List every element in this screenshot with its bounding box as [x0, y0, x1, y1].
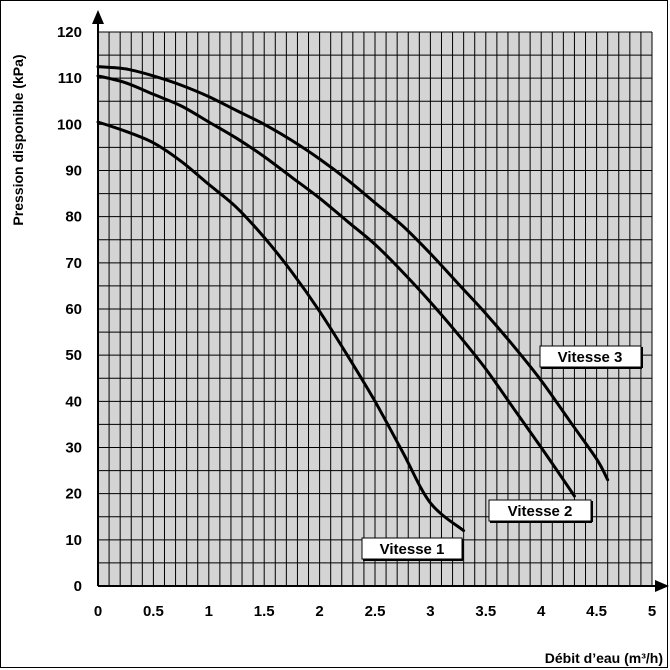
x-tick-label: 0.5: [143, 603, 164, 620]
y-tick-label: 40: [65, 393, 82, 410]
x-tick-label: 2: [315, 603, 323, 620]
label-box-vitesse-3: Vitesse 3: [539, 345, 643, 369]
x-tick-label: 3.5: [475, 603, 496, 620]
series-line-vitesse-1: [96, 120, 466, 533]
y-tick-label: 20: [65, 486, 82, 503]
x-axis-title: Débit d’eau (m³/h): [545, 650, 663, 666]
y-tick-label: 120: [57, 24, 82, 41]
x-tick-label: 1.5: [254, 603, 275, 620]
x-tick-labels: 0 0.5 1 1.5 2 2.5 3 3.5 4 4.5 5: [94, 603, 656, 620]
x-tick-label: 2.5: [365, 603, 386, 620]
x-tick-label: 5: [648, 603, 656, 620]
series-lines: [96, 65, 610, 533]
y-tick-label: 110: [58, 70, 82, 87]
x-tick-label: 4.5: [586, 603, 607, 620]
label-box-vitesse-1: Vitesse 1: [361, 537, 464, 561]
x-axis-arrow: [655, 580, 669, 592]
y-tick-label: 0: [74, 578, 82, 595]
x-tick-label: 0: [94, 603, 102, 620]
axes: [92, 10, 669, 592]
series-label-vitesse-2: Vitesse 2: [508, 503, 573, 520]
x-tick-label: 4: [537, 603, 546, 620]
series-label-vitesse-3: Vitesse 3: [558, 349, 623, 366]
y-tick-label: 70: [65, 255, 82, 272]
y-tick-label: 60: [65, 301, 82, 318]
y-tick-labels: 0 10 20 30 40 50 60 70 80 90 100 110 120: [57, 24, 82, 595]
y-tick-label: 100: [57, 116, 82, 133]
x-tick-label: 3: [426, 603, 434, 620]
x-tick-label: 1: [205, 603, 213, 620]
y-axis-title: Pression disponible (kPa): [10, 54, 26, 225]
series-line-vitesse-2: [96, 74, 576, 498]
y-axis-arrow: [92, 10, 104, 24]
y-tick-label: 10: [65, 532, 82, 549]
y-tick-label: 90: [65, 163, 82, 180]
label-box-vitesse-2: Vitesse 2: [488, 499, 593, 523]
y-tick-label: 50: [65, 347, 82, 364]
y-tick-label: 80: [65, 209, 82, 226]
series-label-vitesse-1: Vitesse 1: [380, 541, 445, 558]
series-line-vitesse-3: [96, 65, 610, 482]
y-tick-label: 30: [65, 440, 82, 457]
